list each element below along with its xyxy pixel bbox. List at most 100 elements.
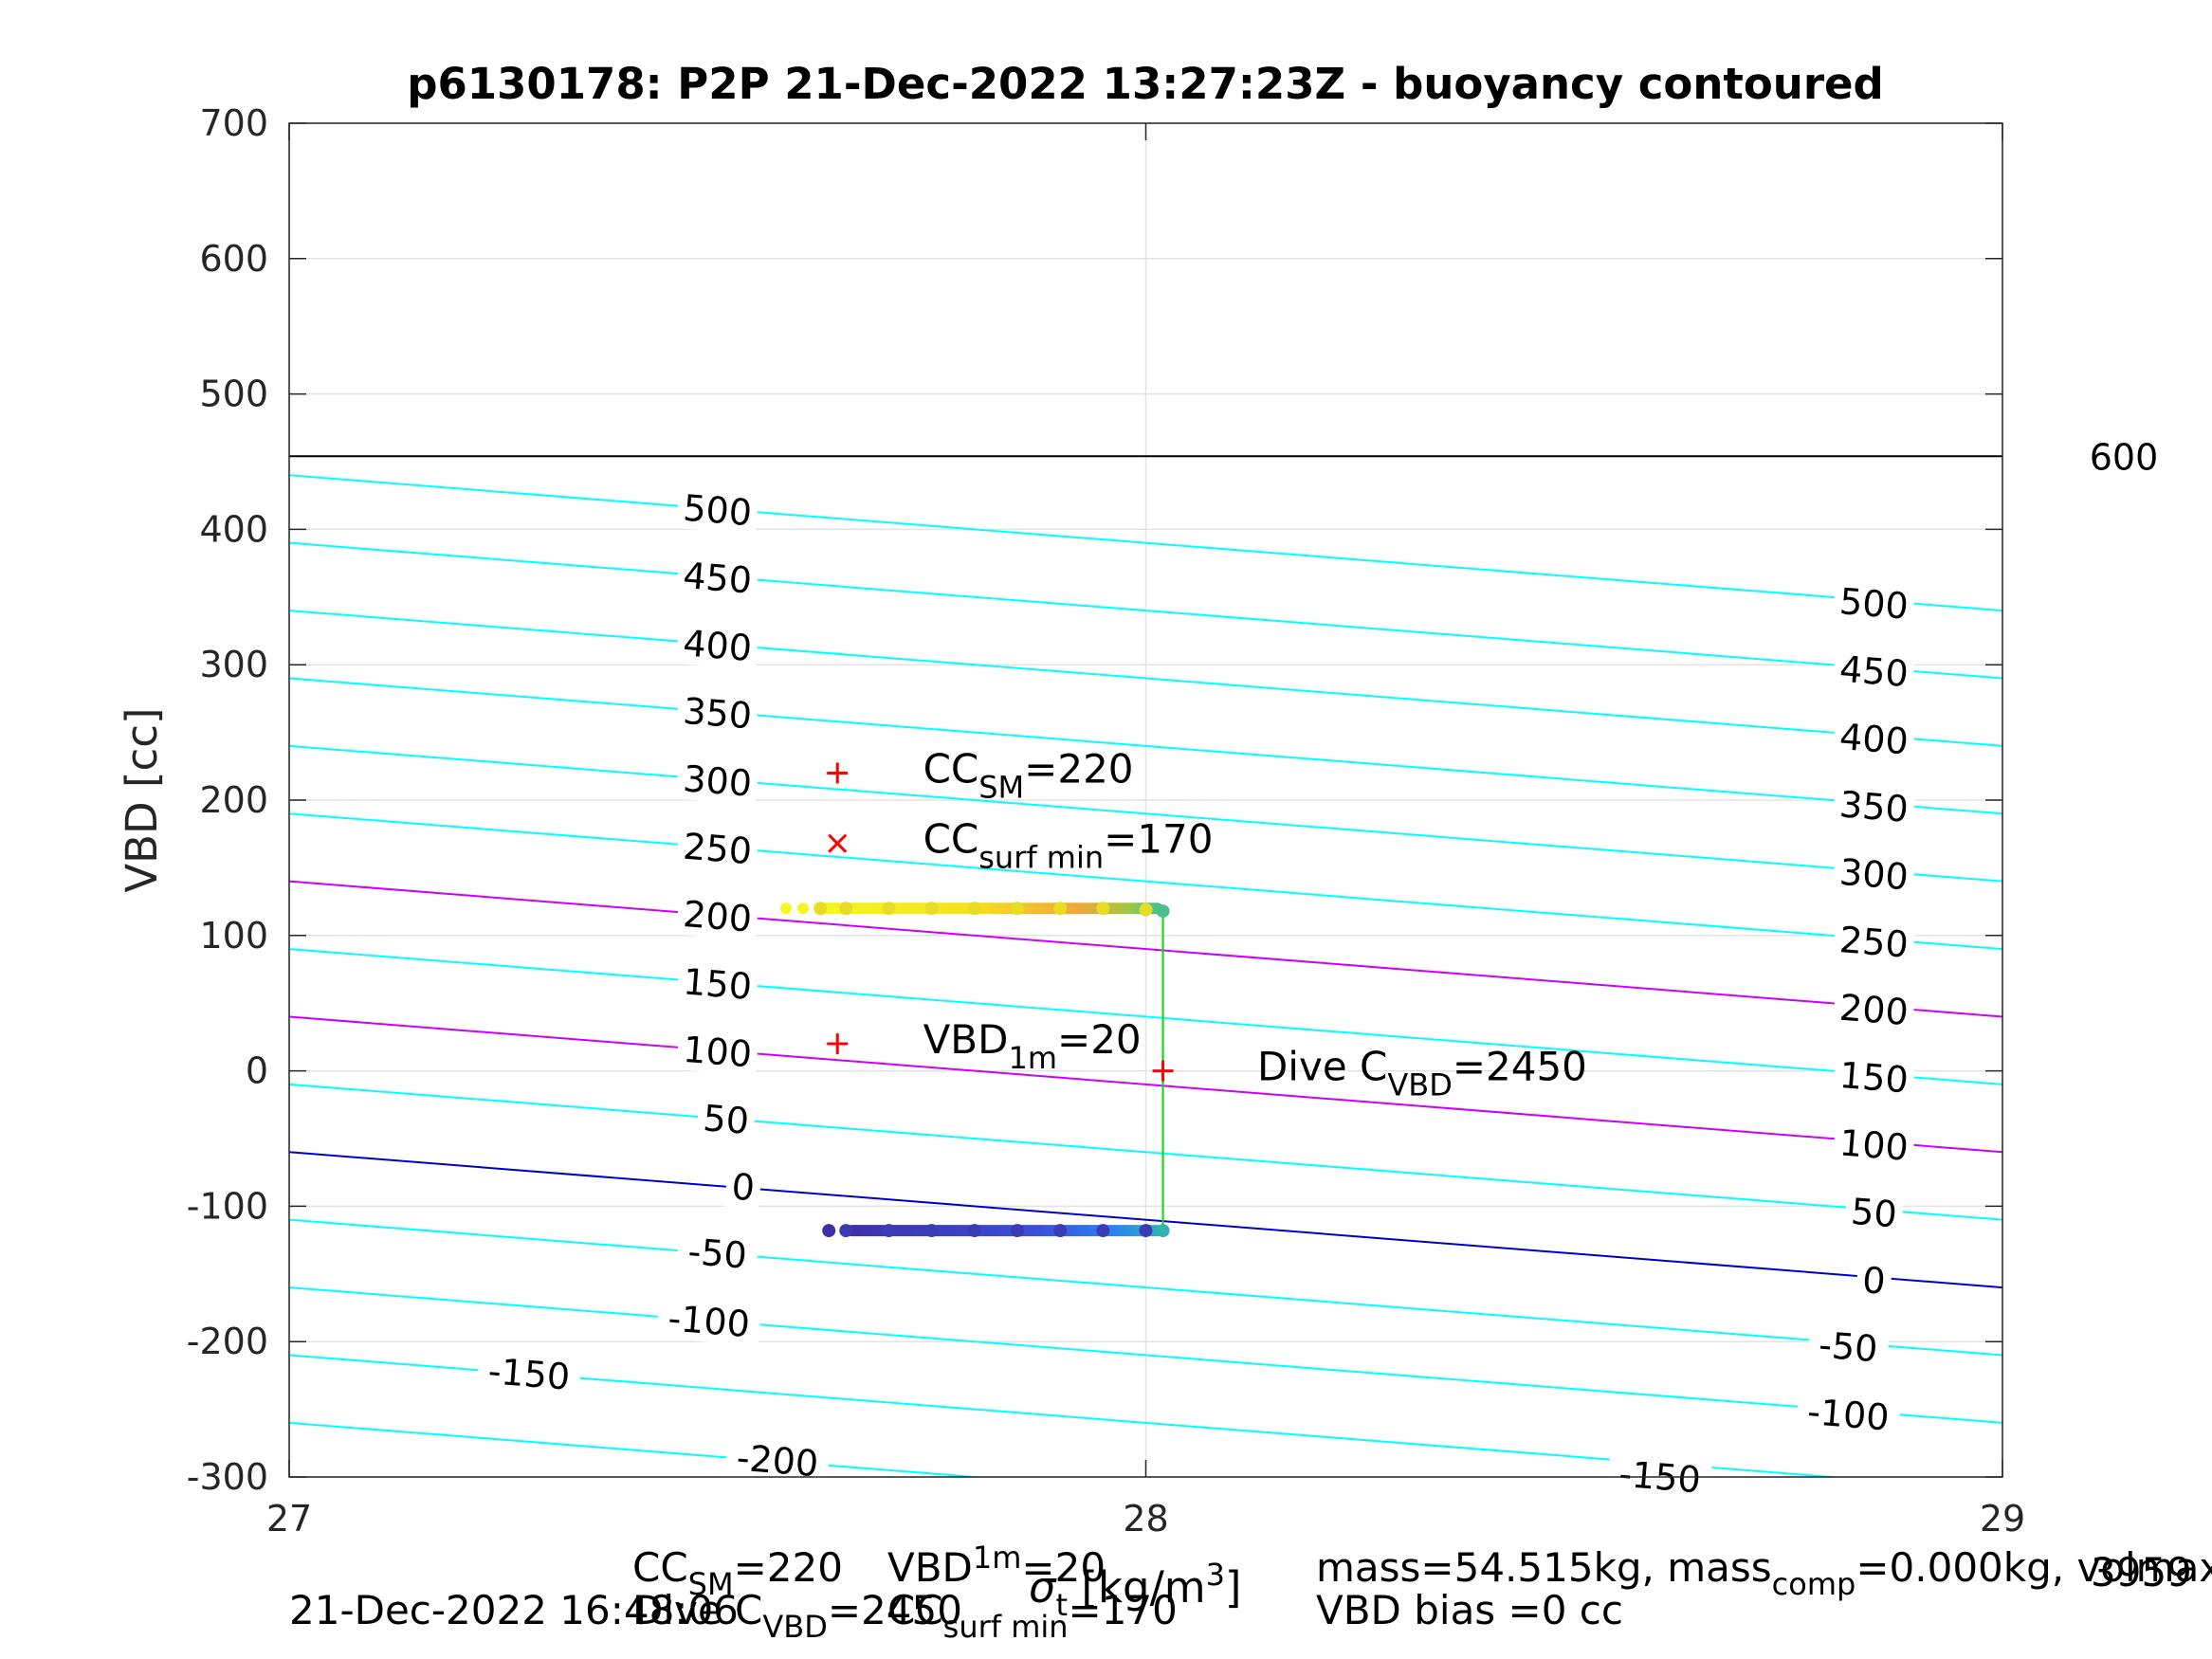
data-point [1053, 902, 1068, 916]
contour-label-group: -200 [724, 1433, 831, 1486]
contour-label: 500 [1838, 580, 1910, 628]
contour-line [289, 948, 2002, 1085]
contour-label: -50 [1818, 1324, 1879, 1371]
contour-label-group: 150 [1832, 1051, 1916, 1102]
contour-label: 200 [682, 893, 754, 940]
footer-volmax-value: 3959 [2091, 1549, 2192, 1595]
data-point [1010, 902, 1024, 916]
contour-label-group: 350 [1832, 780, 1916, 831]
data-point [924, 1224, 939, 1238]
contour-label: 300 [1838, 851, 1910, 899]
contour-label-group: -100 [1795, 1388, 1902, 1440]
contour-label-group: 400 [676, 619, 759, 670]
contour-label: 250 [1838, 919, 1910, 966]
data-point [839, 902, 853, 916]
contour-label-group: 500 [1832, 577, 1916, 629]
contour-label-bg [1843, 1188, 1905, 1236]
contour-label-group: -50 [676, 1228, 759, 1278]
contour-label-bg [476, 1347, 582, 1399]
data-point [967, 902, 981, 916]
data-point [822, 1224, 836, 1238]
contour-line [289, 610, 2002, 747]
contour-line [289, 1218, 2002, 1357]
contour-label-bg [676, 484, 759, 535]
contour-label: 450 [1838, 648, 1910, 696]
contour-line [289, 1286, 2002, 1424]
x-tick-label: 27 [266, 1498, 312, 1540]
contour-label: -100 [1806, 1391, 1891, 1439]
contour-label-bg [1832, 577, 1916, 629]
contour-label-bg [676, 890, 759, 941]
contour-label-group: 0 [1855, 1256, 1893, 1304]
contour-label: 150 [1838, 1054, 1910, 1102]
contour-label-bg [676, 957, 759, 1009]
contour-label-group: 250 [676, 823, 759, 873]
contour-label-bg [1832, 646, 1916, 696]
y-axis-label: VBD [cc] [117, 707, 167, 892]
contour-label-bg [1832, 780, 1916, 831]
contour-label-bg [696, 1094, 757, 1143]
contour-label-group: 50 [1843, 1188, 1905, 1236]
y-tick-label: -200 [187, 1321, 268, 1362]
contour-label-bg [676, 1228, 759, 1278]
x-tick-label: 28 [1123, 1498, 1168, 1540]
contour-label-bg [676, 552, 759, 603]
data-point [1053, 1224, 1068, 1238]
contour-label-group: 300 [1832, 848, 1916, 899]
contour-label-bg [676, 755, 759, 806]
annotations: CCSM=220 CCsurf min=170 VBD1m=20 Dive CVBD=… [923, 745, 1587, 1103]
contour-labels: 500450400350300250200150100500-50-100-15… [476, 484, 1916, 1503]
contour-label: 100 [682, 1029, 754, 1076]
contour-label-group: 100 [676, 1026, 759, 1076]
contour-label-group: 300 [676, 755, 759, 806]
y-tick-label: 200 [199, 779, 268, 821]
contour-label: 100 [1838, 1121, 1910, 1169]
data-point [1156, 904, 1170, 919]
data-point [797, 902, 810, 915]
x-tick-label: 29 [1980, 1498, 2025, 1540]
reference-line-600: 600 [289, 436, 2158, 478]
y-tick-label: 500 [199, 374, 268, 415]
annotation: CCSM=220 [923, 745, 1134, 805]
y-tick-label: -100 [187, 1185, 268, 1227]
contour-label-group: 450 [1832, 646, 1916, 696]
contour-label-group: 450 [676, 552, 759, 603]
contour-label: 300 [682, 757, 754, 805]
contour-label-bg [676, 619, 759, 670]
contour-label-bg [676, 1026, 759, 1076]
contour-label: 500 [682, 487, 754, 535]
contour-line [289, 541, 2002, 680]
contour-label-group: 100 [1832, 1119, 1916, 1170]
data-point [780, 902, 793, 915]
contour-label-bg [1832, 713, 1916, 763]
contour-label-bg [676, 687, 759, 738]
y-tick-label: 300 [199, 644, 268, 685]
markers [827, 762, 1174, 1082]
contour-label-group: -150 [1607, 1449, 1713, 1503]
data-point [814, 902, 828, 916]
data-point [967, 1224, 981, 1238]
contour-label: 350 [1838, 783, 1910, 830]
x-axis-label: σt [kg/m3] [1029, 1557, 1241, 1623]
y-tick-label: 600 [199, 238, 268, 280]
footer-vbd-bias: VBD bias =0 cc [1316, 1587, 1623, 1633]
contour-line [289, 474, 2002, 612]
contour-label: 400 [682, 622, 754, 669]
x-marker [828, 833, 848, 853]
contour-label: 400 [1838, 716, 1910, 763]
series-band [846, 1225, 1163, 1237]
contour-label-bg [724, 1433, 831, 1486]
contour-label: -150 [486, 1350, 571, 1398]
annotation: CCsurf min=170 [923, 816, 1214, 876]
contour-label-bg [1855, 1256, 1893, 1304]
contour-label: 350 [682, 690, 754, 738]
contour-label-group: 150 [676, 957, 759, 1009]
data-point [1139, 902, 1153, 917]
contour-label-bg [676, 823, 759, 873]
contour-label: -100 [667, 1297, 751, 1345]
contour-label-group: 350 [676, 687, 759, 738]
data-point [1139, 1224, 1153, 1238]
footer-cc-surf-min: CCsurf min=170 [887, 1587, 1178, 1645]
y-tick-label: 400 [199, 508, 268, 550]
